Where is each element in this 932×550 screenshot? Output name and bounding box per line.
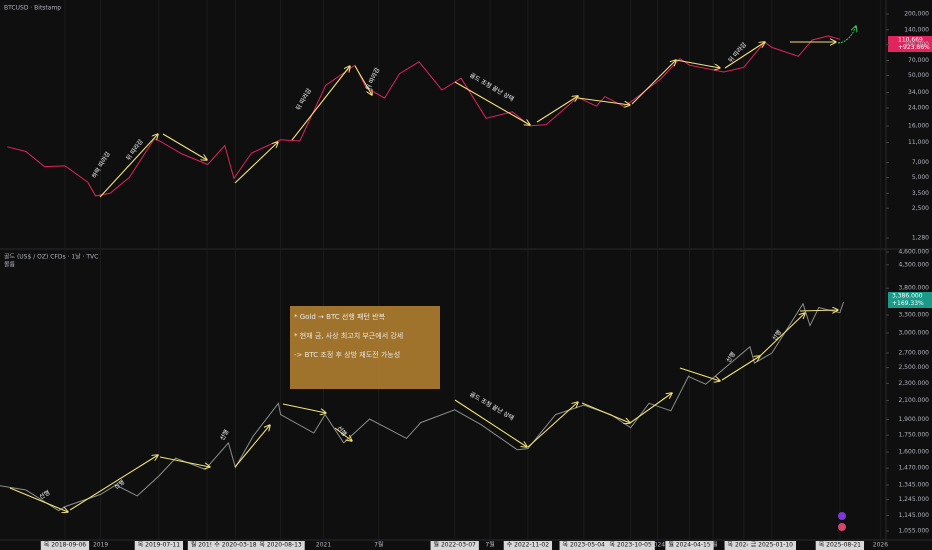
gold-arrows bbox=[9, 310, 838, 512]
y-tick-label: 70,000 bbox=[908, 57, 929, 64]
note-line: * Gold → BTC 선행 패턴 반복 bbox=[294, 312, 386, 321]
x-tick-label: 7월 bbox=[374, 541, 383, 549]
event-icons bbox=[838, 512, 846, 531]
x-tick-label-bg bbox=[430, 541, 479, 550]
y-tick-label: 1,280 bbox=[912, 234, 929, 241]
y-tick-label: 4,600.000 bbox=[898, 249, 929, 256]
y-tick-label: 2,100.000 bbox=[898, 397, 929, 404]
x-tick-label: 2026 bbox=[873, 542, 888, 549]
price-tag-value: 110,669 bbox=[898, 37, 923, 44]
y-tick-label: 2,500.000 bbox=[898, 364, 929, 371]
note-box-bg bbox=[290, 306, 440, 389]
x-tick-label-bg bbox=[40, 541, 90, 550]
y-tick-label: 2,500 bbox=[912, 205, 929, 212]
x-tick-label-bg bbox=[747, 541, 797, 550]
y-tick-label: 50,000 bbox=[908, 72, 929, 79]
price-line bbox=[7, 35, 841, 197]
btc-price-tag: 110,669 +923.86% bbox=[888, 36, 932, 52]
event-icon[interactable] bbox=[838, 512, 846, 520]
y-tick-label: 100,000 bbox=[904, 41, 929, 48]
x-tick-label-bg bbox=[724, 541, 764, 550]
y-tick-label: 1,470.000 bbox=[898, 465, 929, 472]
x-tick-label-bg bbox=[256, 541, 305, 550]
y-tick-label: 3,000.000 bbox=[898, 330, 929, 337]
x-tick-label: 목 2020-08-13 bbox=[259, 542, 301, 549]
y-tick-label: 1,900.000 bbox=[898, 416, 929, 423]
y-tick-label: 1,245.000 bbox=[898, 496, 929, 503]
x-tick-label-bg bbox=[134, 541, 184, 550]
y-tick-label: 1,345.000 bbox=[898, 481, 929, 488]
gold-price-tag: 3,386.000 +169.33% bbox=[888, 292, 932, 308]
y-tick-label: 7,000 bbox=[912, 159, 929, 166]
x-tick-label-bg bbox=[665, 541, 714, 550]
x-tick-label: 수 2020-03-18 bbox=[214, 542, 256, 549]
price-tag-change: +169.33% bbox=[892, 300, 924, 307]
x-tick-label: 7월 bbox=[485, 541, 494, 549]
price-tag-change: +923.86% bbox=[898, 44, 930, 51]
note-line: * 현재 금, 사상 최고치 부근에서 강세 bbox=[294, 331, 403, 340]
x-tick-label: 목 2018-09-06 bbox=[44, 542, 86, 549]
y-tick-label: 140,000 bbox=[904, 26, 929, 33]
note-line: -> BTC 조정 후 상방 재도전 가능성 bbox=[294, 350, 400, 359]
price-tag-bg bbox=[888, 292, 932, 308]
price-line bbox=[0, 302, 844, 512]
x-tick-label-bg bbox=[187, 541, 227, 550]
x-tick-label: 월 2022-03-07 bbox=[434, 541, 476, 549]
x-tick-label: 목 2023-05-04 bbox=[563, 542, 605, 549]
x-tick-label: 목 2024-10 bbox=[728, 542, 761, 549]
y-tick-label: 1,750.000 bbox=[898, 432, 929, 439]
x-tick-label: 목 2019-07-11 bbox=[138, 542, 180, 549]
y-tick-label: 5,000 bbox=[912, 174, 929, 181]
y-tick-label: 16,000 bbox=[908, 122, 929, 129]
price-tag-value: 3,386.000 bbox=[892, 293, 923, 300]
x-tick-label: 7월 bbox=[708, 541, 717, 549]
y-tick-label: 11,000 bbox=[908, 139, 929, 146]
y-tick-label: 34,000 bbox=[908, 89, 929, 96]
price-tag-bg bbox=[888, 36, 932, 52]
top-title: BTCUSD · Bitstamp bbox=[4, 5, 61, 12]
x-tick-label-bg bbox=[815, 541, 865, 550]
bottom-title: 골드 (US$ / OZ) CFDs · 1날 · TVC bbox=[4, 253, 98, 261]
x-tick-label: 2021 bbox=[316, 542, 331, 549]
y-tick-label: 1,055.000 bbox=[898, 527, 929, 534]
x-tick-label-bg bbox=[559, 541, 608, 550]
x-tick-label: 목 2025-08-21 bbox=[819, 542, 861, 549]
x-tick-label-bg bbox=[503, 541, 553, 550]
y-tick-label: 1,600.000 bbox=[898, 449, 929, 456]
series-layer bbox=[0, 35, 844, 512]
y-tick-label: 3,800.000 bbox=[898, 285, 929, 292]
y-tick-label: 200,000 bbox=[904, 10, 929, 17]
x-tick-label: 목 2023-10-05 bbox=[610, 542, 652, 549]
x-tick-label-bg bbox=[606, 541, 655, 550]
y-tick-label: 2,700.000 bbox=[898, 349, 929, 356]
x-tick-label: 수 2022-11-02 bbox=[507, 542, 549, 549]
x-tick-label-bg bbox=[211, 541, 260, 550]
note-box: * Gold → BTC 선행 패턴 반복 * 현재 금, 사상 최고치 부근에… bbox=[290, 306, 440, 389]
y-tick-label: 4,300.000 bbox=[898, 261, 929, 268]
x-tick-label: 금 2025-01-10 bbox=[751, 542, 793, 549]
y-tick-label: 3,300.000 bbox=[898, 311, 929, 318]
y-tick-label: 3,500 bbox=[912, 190, 929, 197]
x-tick-label: 월 2019-12 bbox=[191, 541, 224, 549]
x-tick-label: 2019 bbox=[93, 542, 108, 549]
btc-arrows bbox=[99, 26, 856, 198]
y-tick-label: 24,000 bbox=[908, 104, 929, 111]
event-icon[interactable] bbox=[838, 523, 846, 531]
y-tick-label: 1,145.000 bbox=[898, 512, 929, 519]
x-tick-label: 월 2024-04-15 bbox=[668, 541, 710, 549]
bottom-subtitle: 볼륨 bbox=[4, 262, 16, 269]
y-tick-label: 2,300.000 bbox=[898, 380, 929, 387]
x-tick-label: 2024 bbox=[650, 542, 665, 549]
